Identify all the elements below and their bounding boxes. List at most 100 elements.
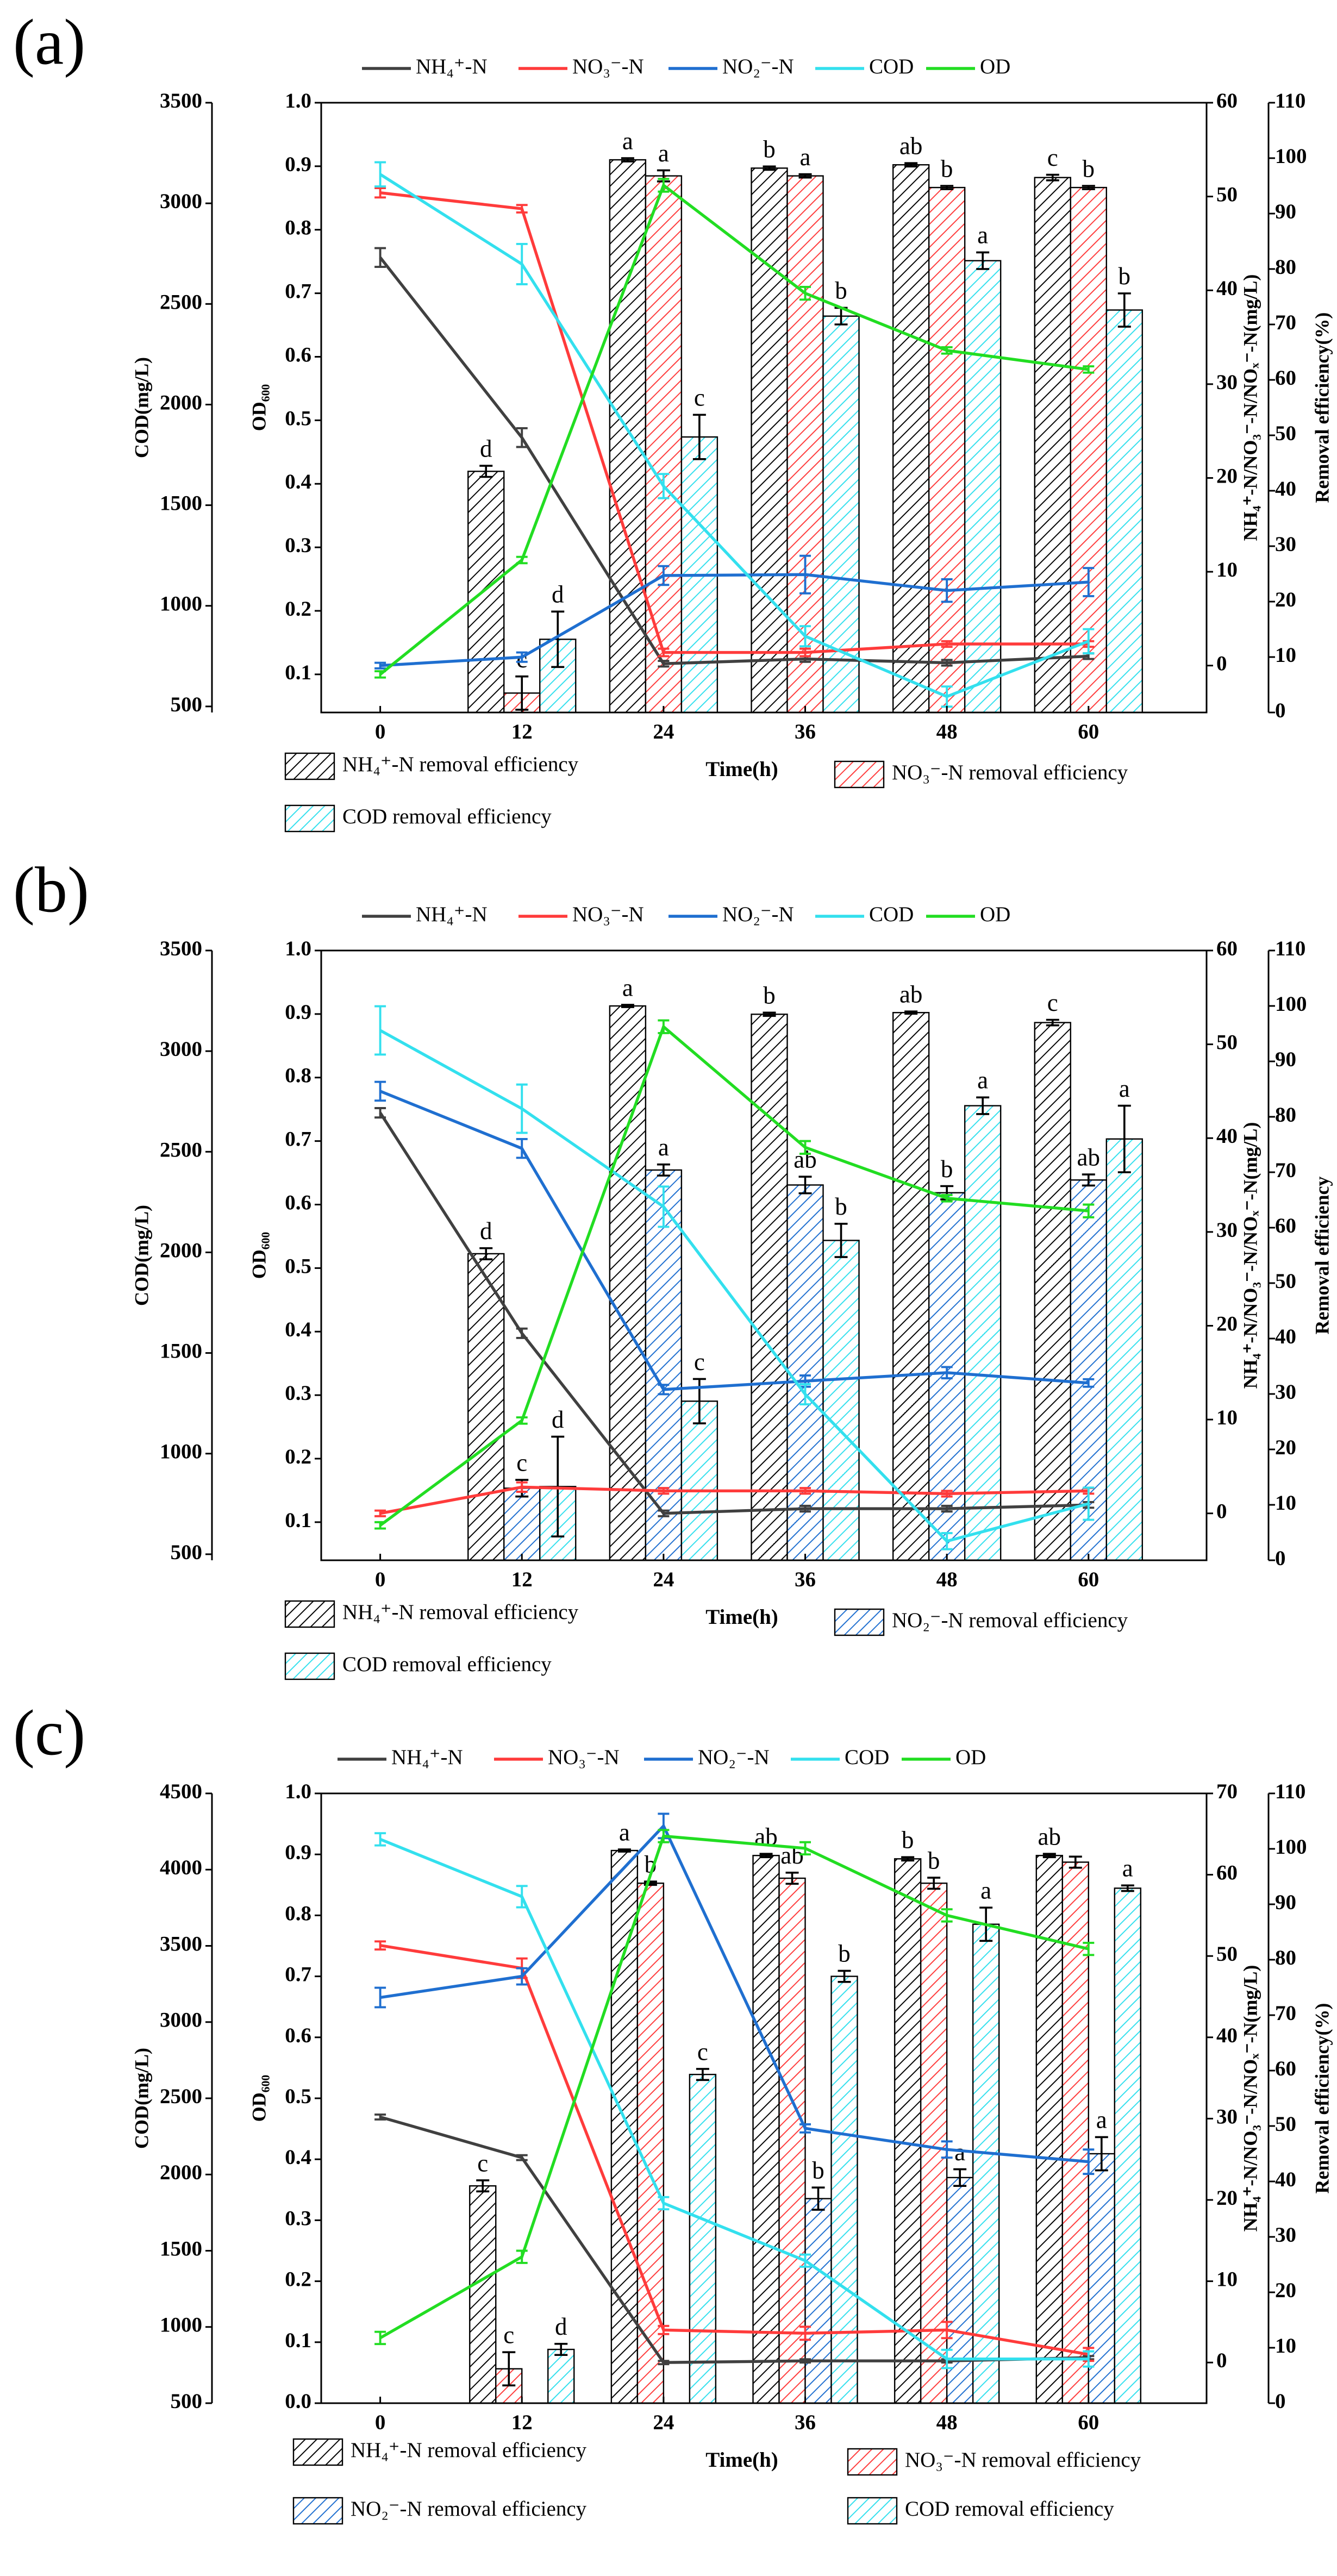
significance-letter: c — [694, 1348, 705, 1375]
bar — [920, 1883, 948, 2404]
legend-label: NO₃⁻-N — [548, 1746, 620, 1769]
y-tick-label: 20 — [1275, 588, 1296, 611]
error-bar — [941, 1490, 953, 1498]
significance-letter: b — [941, 155, 953, 182]
bar — [1061, 1861, 1089, 2404]
y-tick-label: 20 — [1275, 1436, 1296, 1459]
legend-label: NO₃⁻-N — [572, 903, 644, 926]
error-bar — [551, 610, 565, 668]
bar — [645, 1169, 683, 1561]
x-axis-title: Time(h) — [705, 1605, 778, 1629]
y-tick-label: 0.2 — [285, 597, 311, 621]
error-bar — [941, 1532, 953, 1550]
y-tick-label: 50 — [1216, 1031, 1238, 1054]
legend-label: NH₄⁺-N — [416, 903, 488, 926]
legend-label: NO₃⁻-N removal efficiency — [905, 2448, 1141, 2472]
error-bar — [1121, 1884, 1134, 1892]
line — [379, 257, 1089, 665]
y-tick-label: 1000 — [160, 592, 202, 616]
error-bar — [516, 204, 528, 214]
legend-label: OD — [980, 903, 1010, 926]
bar — [786, 1184, 824, 1561]
legend-label: COD — [845, 1746, 889, 1769]
bar — [547, 2348, 575, 2404]
y-tick-label: 100 — [1275, 145, 1307, 168]
significance-letter: b — [763, 982, 776, 1009]
error-bar — [1083, 1486, 1095, 1521]
bar — [752, 1855, 780, 2404]
bar — [830, 1975, 858, 2404]
error-bar — [516, 1481, 528, 1493]
line — [379, 1090, 1089, 1391]
error-bar — [374, 1832, 386, 1847]
significance-letter: d — [480, 1217, 492, 1245]
y-tick-label: 50 — [1216, 183, 1238, 207]
y-tick-label: 0.4 — [285, 2146, 311, 2169]
y-tick-label: 0.0 — [285, 2390, 311, 2413]
y-tick-label: 2000 — [160, 1239, 202, 1262]
y-tick-label: 90 — [1275, 200, 1296, 223]
y-tick-label: 3000 — [160, 190, 202, 213]
significance-letter: ab — [899, 981, 922, 1008]
legend-swatch — [284, 752, 335, 780]
y-axis-title: NH₄⁺-N/NO₃⁻-N/NOₓ⁻-N(mg/L) — [1239, 1965, 1261, 2232]
y-tick-label: 2000 — [160, 2161, 202, 2184]
y-tick-label: 0.9 — [285, 153, 311, 176]
y-tick-label: 40 — [1275, 477, 1296, 501]
y-tick-label: 30 — [1275, 2223, 1296, 2247]
error-bar — [374, 1509, 386, 1517]
bar — [469, 2185, 497, 2404]
y-tick-label: 0.5 — [285, 407, 311, 430]
y-tick-label: 30 — [1275, 1380, 1296, 1404]
error-bar — [785, 1872, 799, 1885]
significance-letter: a — [980, 1877, 991, 1904]
error-bar — [904, 162, 918, 168]
error-bar — [1046, 173, 1059, 182]
significance-letter: b — [902, 1827, 914, 1854]
legend-label: NH₄⁺-N removal efficiency — [342, 1600, 579, 1624]
y-tick-label: 1.0 — [285, 89, 311, 112]
significance-letter: d — [480, 435, 492, 462]
legend-label: NH₄⁺-N removal efficiency — [342, 753, 579, 776]
significance-letter: a — [977, 1067, 988, 1094]
error-bar — [516, 1138, 528, 1159]
error-bar — [516, 2154, 528, 2161]
error-bar — [1083, 365, 1095, 374]
error-bar — [953, 2168, 967, 2187]
significance-letter: b — [812, 2157, 824, 2184]
line — [379, 1024, 1089, 1527]
error-bar — [941, 2321, 953, 2340]
significance-letter: c — [503, 2321, 514, 2348]
significance-letter: a — [619, 1818, 630, 1846]
y-axis-title: COD(mg/L) — [130, 1205, 152, 1306]
error-bar — [692, 414, 706, 460]
error-bar — [621, 1004, 634, 1008]
error-bar — [1083, 1203, 1095, 1218]
bar — [751, 167, 788, 714]
error-bar — [658, 1185, 670, 1228]
error-bar — [374, 161, 386, 187]
y-tick-label: 40 — [1216, 1124, 1238, 1148]
y-tick-label: 1500 — [160, 1340, 202, 1363]
error-bar — [799, 625, 811, 648]
y-tick-label: 0.4 — [285, 1318, 311, 1341]
bar — [1105, 1138, 1143, 1561]
error-bar — [811, 2186, 825, 2211]
error-bar — [479, 465, 493, 478]
significance-letter: c — [694, 384, 705, 411]
legend-label: NO₃⁻-N removal efficiency — [892, 761, 1128, 784]
error-bar — [799, 1504, 811, 1513]
error-bar — [658, 647, 670, 658]
y-tick-label: 0.6 — [285, 1191, 311, 1214]
error-bar — [799, 1140, 811, 1155]
significance-letter: a — [800, 143, 811, 171]
bar — [972, 1923, 1000, 2404]
legend-label: NO₂⁻-N — [722, 903, 794, 926]
error-bar — [1095, 2136, 1108, 2172]
error-bar — [516, 1083, 528, 1134]
error-bar — [658, 1384, 670, 1396]
error-bar — [941, 1504, 953, 1513]
y-tick-label: 40 — [1275, 2168, 1296, 2191]
x-tick-label: 60 — [1078, 720, 1099, 743]
y-tick-label: 0.8 — [285, 1902, 311, 1925]
